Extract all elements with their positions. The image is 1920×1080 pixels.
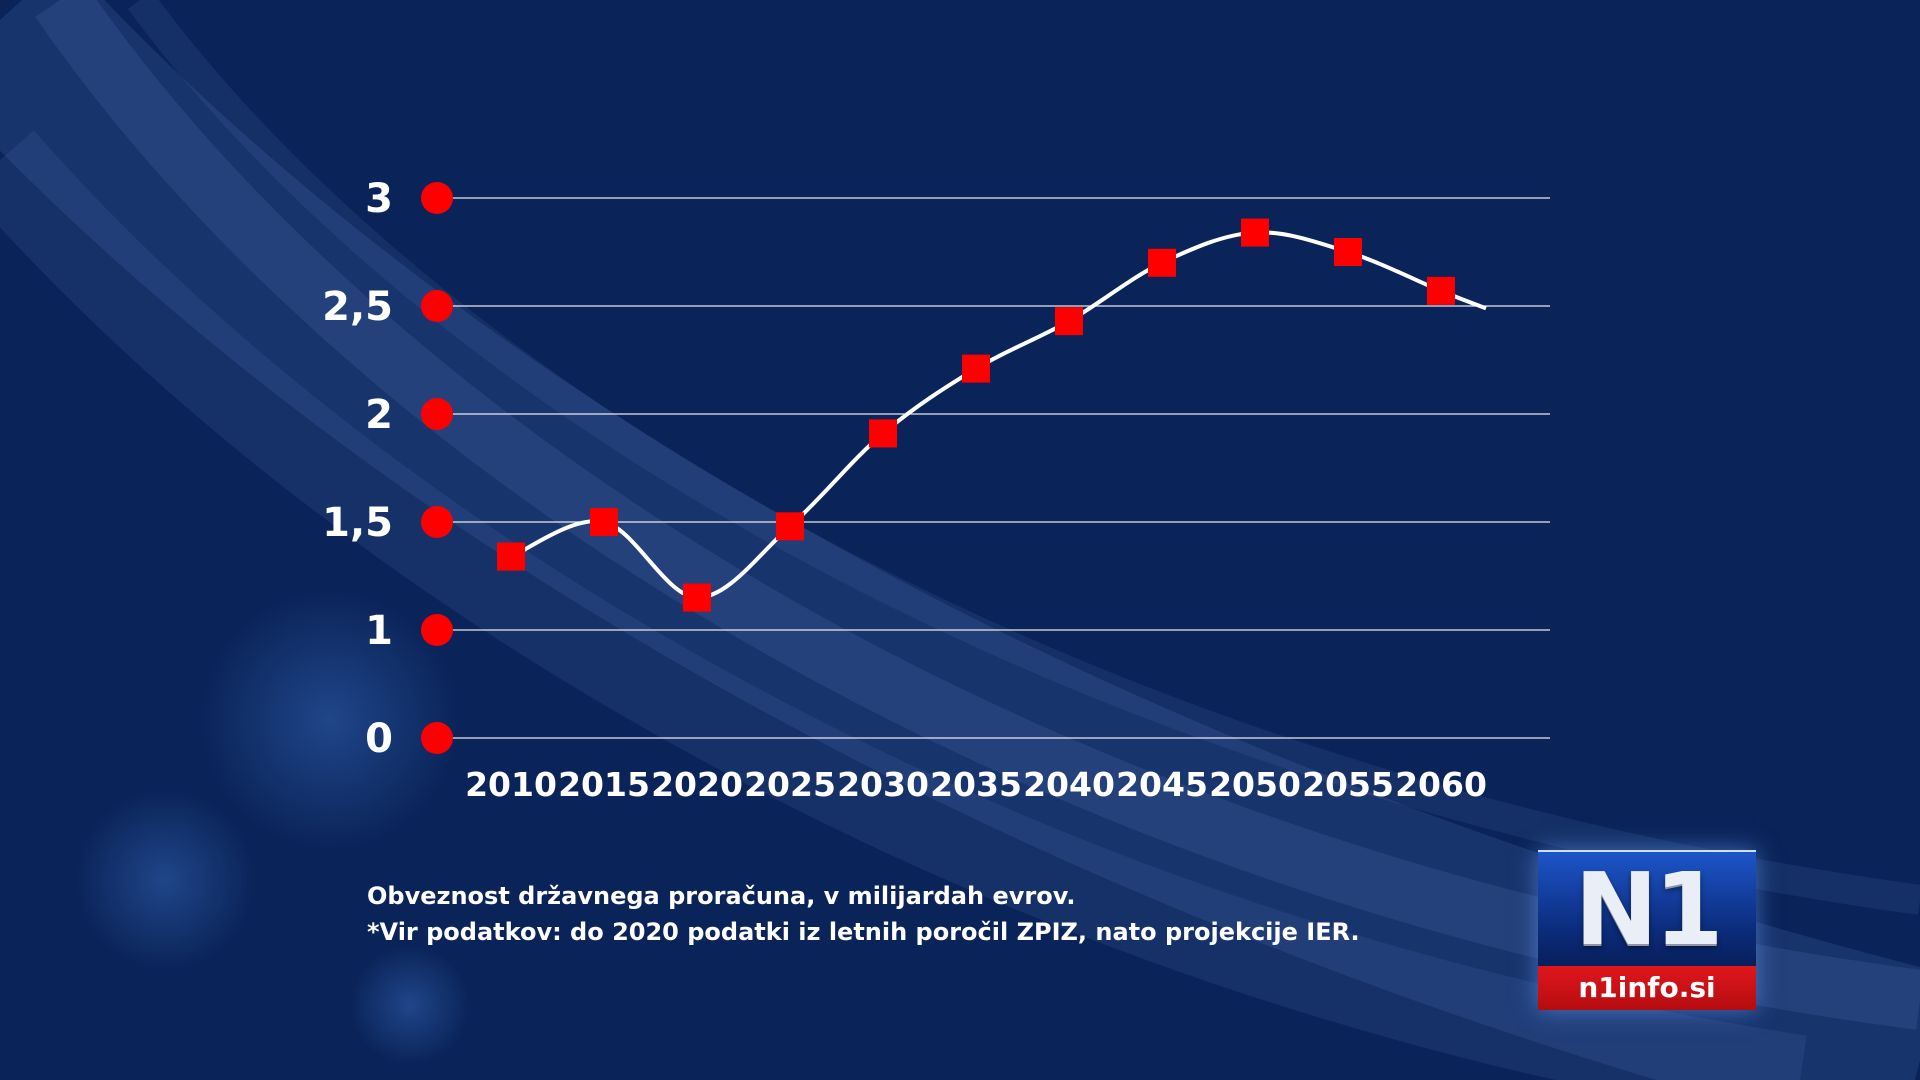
x-tick-label: 2050	[1209, 765, 1301, 804]
logo-mark: N1	[1574, 851, 1723, 968]
n1-logo: N1 n1info.si	[1538, 850, 1756, 1010]
y-tick-dot	[421, 398, 453, 430]
footnote: Obveznost državnega proračuna, v milijar…	[367, 878, 1360, 950]
x-tick-label: 2010	[465, 765, 557, 804]
data-point-marker	[962, 354, 990, 383]
y-tick-label: 3	[365, 176, 393, 222]
y-tick-label: 2	[365, 392, 393, 438]
y-tick-dot	[421, 614, 453, 646]
data-point-marker	[1055, 307, 1083, 336]
x-tick-label: 2040	[1023, 765, 1115, 804]
x-tick-label: 2020	[651, 765, 743, 804]
x-tick-label: 2055	[1302, 765, 1394, 804]
data-markers	[497, 218, 1455, 612]
x-tick-label: 2045	[1116, 765, 1208, 804]
data-point-marker	[1427, 276, 1455, 305]
y-tick-label: 1,5	[322, 500, 393, 546]
y-tick-dot	[421, 182, 453, 214]
y-tick-label: 0	[365, 716, 393, 762]
data-point-marker	[590, 508, 618, 536]
data-point-marker	[1334, 238, 1362, 266]
y-tick-dot	[421, 722, 453, 754]
data-point-marker	[776, 512, 804, 541]
x-tick-label: 2025	[744, 765, 836, 804]
footnote-line-2: *Vir podatkov: do 2020 podatki iz letnih…	[367, 918, 1360, 946]
data-point-marker	[1241, 218, 1269, 247]
data-point-marker	[683, 583, 711, 612]
gridlines	[437, 197, 1550, 739]
footnote-line-1: Obveznost državnega proračuna, v milijar…	[367, 882, 1076, 910]
logo-url: n1info.si	[1538, 966, 1756, 1010]
logo-mark-panel: N1	[1538, 850, 1756, 966]
series-line	[510, 230, 1487, 600]
data-point-marker	[497, 542, 525, 571]
x-tick-label: 2030	[837, 765, 929, 804]
y-tick-dot	[421, 290, 453, 322]
data-point-marker	[869, 419, 897, 448]
x-axis: 2010 2015 2020 2025 2030 2035 2040 2045 2050 2055…	[465, 765, 1487, 804]
x-tick-label: 2015	[558, 765, 650, 804]
x-tick-label: 2035	[930, 765, 1022, 804]
y-tick-dot	[421, 506, 453, 538]
y-tick-label: 2,5	[322, 284, 393, 330]
y-axis: 0 1 1,5 2 2,5 3	[322, 176, 453, 762]
data-point-marker	[1148, 248, 1176, 277]
x-tick-label: 2060	[1395, 765, 1487, 804]
y-tick-label: 1	[365, 608, 393, 654]
